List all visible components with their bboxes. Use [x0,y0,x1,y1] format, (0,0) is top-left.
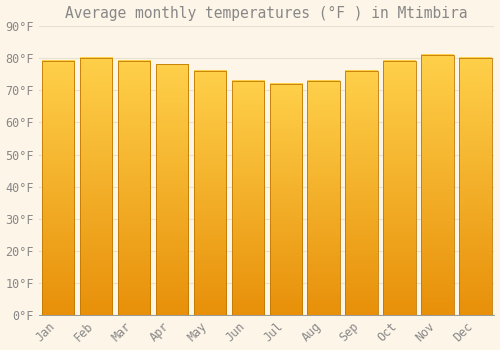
Bar [118,61,150,315]
Title: Average monthly temperatures (°F ) in Mtimbira: Average monthly temperatures (°F ) in Mt… [66,6,468,21]
Bar [270,84,302,315]
Bar [42,61,74,315]
Bar [232,80,264,315]
Bar [460,58,492,315]
Bar [156,64,188,315]
Bar [308,80,340,315]
Bar [80,58,112,315]
Bar [384,61,416,315]
Bar [194,71,226,315]
Bar [346,71,378,315]
Bar [422,55,454,315]
